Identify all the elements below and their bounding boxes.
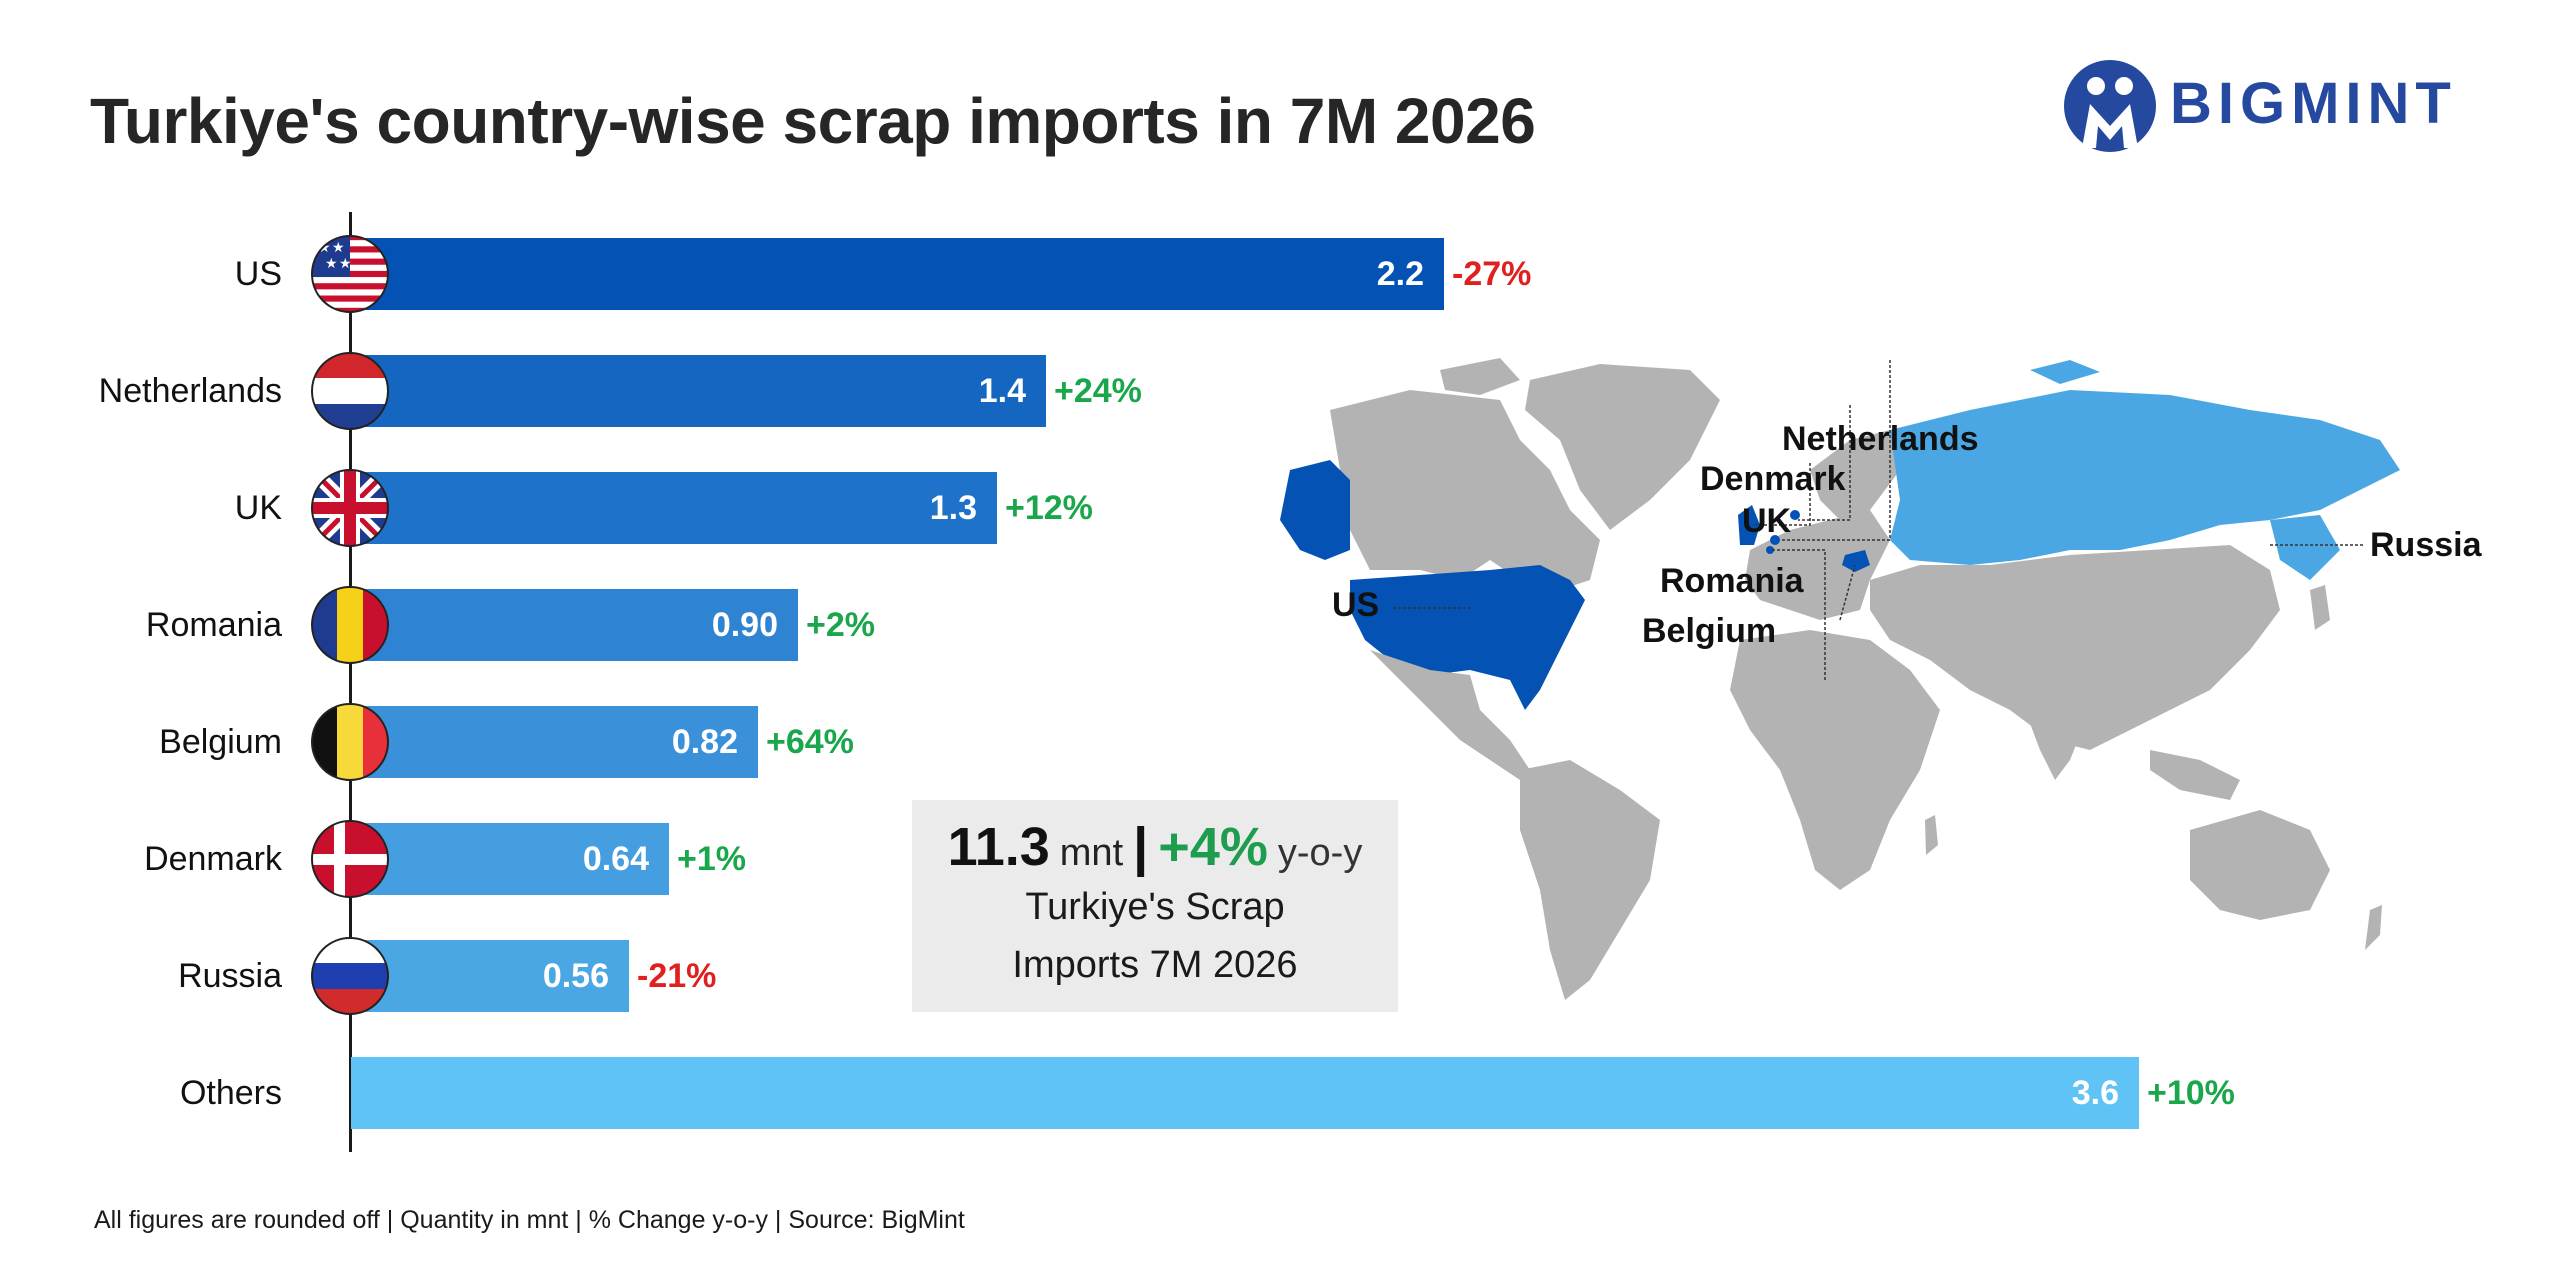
belgium-shape	[1766, 546, 1774, 554]
logo-wordmark: BIGMINT	[2170, 71, 2457, 136]
southeast-asia-shape	[2150, 750, 2240, 800]
bar	[351, 472, 997, 544]
category-label: Belgium	[159, 723, 282, 761]
category-axis-line	[349, 212, 352, 1152]
bar	[351, 940, 629, 1012]
alaska-shape	[1280, 460, 1350, 560]
summary-change-suffix: y-o-y	[1277, 832, 1363, 874]
category-label: UK	[234, 489, 282, 527]
category-label: Netherlands	[98, 372, 282, 410]
russia-flag-icon	[311, 937, 389, 1015]
bar	[351, 238, 1444, 310]
svg-text:★: ★	[325, 255, 338, 271]
arctic-islands-shape	[1440, 358, 1520, 395]
map-label-netherlands: Netherlands	[1782, 420, 1979, 458]
category-label: Russia	[178, 957, 282, 995]
value-label: 0.90	[711, 606, 778, 644]
bar	[351, 355, 1046, 427]
world-map: US Netherlands Denmark UK Romania Belgiu…	[1270, 350, 2510, 1010]
map-label-us: US	[1332, 586, 1380, 624]
denmark-shape	[1790, 510, 1800, 520]
change-label: -27%	[1452, 255, 1532, 293]
bar-row: Denmark 0.64 +1%	[0, 820, 2560, 898]
summary-change: +4%	[1158, 817, 1268, 877]
bar-row: Romania 0.90 +2%	[0, 586, 2560, 664]
new-zealand-shape	[2365, 905, 2382, 950]
value-label: 1.3	[929, 489, 977, 527]
bar-row: Belgium 0.82 +64%	[0, 703, 2560, 781]
chart-title: Turkiye's country-wise scrap imports in …	[90, 85, 1536, 157]
change-label: -21%	[637, 957, 717, 995]
mexico-shape	[1370, 650, 1530, 780]
belgium-flag-icon	[311, 703, 389, 781]
greenland-shape	[1525, 364, 1720, 530]
value-label: 0.64	[582, 840, 649, 878]
value-label: 3.6	[2071, 1074, 2119, 1112]
madagascar-shape	[1925, 815, 1938, 855]
denmark-flag-icon	[311, 820, 389, 898]
bar-row: UK 1.3 +12%	[0, 469, 2560, 547]
us-flag-icon: ★ ★★ ★	[311, 235, 389, 313]
change-label: +24%	[1054, 372, 1142, 410]
summary-separator: |	[1133, 817, 1149, 877]
change-label: +1%	[677, 840, 746, 878]
map-label-denmark: Denmark	[1700, 460, 1846, 498]
summary-caption-line2: Imports 7M 2026	[1012, 944, 1298, 986]
russia-shape	[1890, 390, 2400, 565]
asia-shape	[1870, 545, 2280, 750]
map-leader-lines	[1393, 360, 2365, 680]
svg-text:★: ★	[332, 239, 345, 255]
value-label: 1.4	[978, 372, 1026, 410]
bar-row: Netherlands 1.4 +24%	[0, 352, 2560, 430]
bar-row: US 2.2 -27% ★ ★ ★ ★	[0, 235, 2560, 313]
world-map-svg	[1280, 358, 2400, 1000]
summary-box: 11.3 mnt | +4% y-o-y Turkiye's Scrap Imp…	[912, 800, 1398, 1012]
russia-far-east-shape	[2270, 515, 2340, 580]
bar	[351, 1057, 2139, 1129]
canada-shape	[1330, 390, 1600, 590]
japan-shape	[2310, 585, 2330, 630]
value-label: 0.82	[671, 723, 738, 761]
map-label-russia: Russia	[2370, 526, 2482, 564]
uk-flag-icon	[311, 469, 389, 547]
romania-shape	[1842, 550, 1870, 572]
scandinavia-shape	[1810, 430, 1900, 520]
australia-shape	[2190, 810, 2330, 920]
footer-note: All figures are rounded off | Quantity i…	[94, 1206, 965, 1234]
summary-unit: mnt	[1059, 832, 1124, 874]
uk-shape	[1738, 505, 1760, 545]
category-label: Others	[179, 1074, 282, 1112]
map-label-belgium: Belgium	[1642, 612, 1777, 650]
bar-row: Others 3.6 +10%	[0, 1057, 2560, 1129]
india-shape	[2025, 680, 2090, 780]
category-label: Romania	[145, 606, 282, 644]
change-label: +2%	[806, 606, 875, 644]
netherlands-shape	[1770, 535, 1780, 545]
change-label: +64%	[766, 723, 854, 761]
map-label-uk: UK	[1742, 502, 1792, 540]
svg-text:★: ★	[339, 255, 352, 271]
bar	[351, 589, 798, 661]
europe-shape	[1745, 510, 1890, 620]
bigmint-logo-icon	[2064, 60, 2156, 152]
category-label: Denmark	[144, 840, 282, 878]
africa-shape	[1730, 630, 1940, 890]
netherlands-flag-icon	[311, 352, 389, 430]
bigmint-logo: BIGMINT	[2060, 56, 2480, 156]
change-label: +12%	[1005, 489, 1093, 527]
value-label: 2.2	[1376, 255, 1424, 293]
us-shape	[1350, 565, 1585, 710]
map-label-romania: Romania	[1660, 562, 1804, 600]
arctic-russia-islands-shape	[2030, 360, 2100, 384]
change-label: +10%	[2147, 1074, 2235, 1112]
value-label: 0.56	[542, 957, 609, 995]
romania-flag-icon	[311, 586, 389, 664]
bar-row: Russia 0.56 -21%	[0, 937, 2560, 1015]
summary-caption-line1: Turkiye's Scrap	[1025, 886, 1285, 928]
bar	[351, 706, 758, 778]
summary-total: 11.3	[947, 817, 1050, 877]
category-label: US	[234, 255, 282, 293]
south-america-shape	[1520, 760, 1660, 1000]
bar	[351, 823, 669, 895]
